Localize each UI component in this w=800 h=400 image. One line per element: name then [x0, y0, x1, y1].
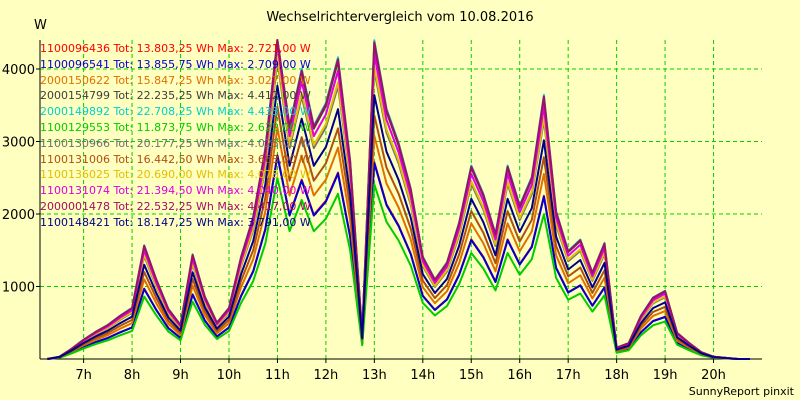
legend-entry-1100131006: 1100131006 Tot: 16.442,50 Wh Max: 3.663,… — [40, 152, 311, 166]
x-tick-label: 12h — [314, 368, 339, 383]
series-line-1100096541 — [47, 155, 750, 360]
x-tick-label: 13h — [362, 368, 387, 383]
x-tick-label: 8h — [124, 368, 141, 383]
footer-credit: SunnyReport pinxit — [688, 385, 794, 398]
legend-entry-2000154799: 2000154799 Tot: 22.235,25 Wh Max: 4.412,… — [40, 89, 311, 103]
x-tick-label: 14h — [410, 368, 435, 383]
y-tick-label: 3000 — [2, 136, 35, 151]
x-tick-label: 19h — [653, 368, 678, 383]
x-tick-label: 20h — [701, 368, 726, 383]
legend-entry-1100148421: 1100148421 Tot: 18.147,25 Wh Max: 3.791,… — [40, 215, 311, 229]
legend-entry-1100130966: 1100130966 Tot: 20.177,25 Wh Max: 4.025,… — [40, 136, 311, 150]
x-tick-label: 17h — [556, 368, 581, 383]
x-tick-label: 11h — [265, 368, 290, 383]
series-line-1100129553 — [47, 177, 750, 360]
y-tick-label: 2000 — [2, 208, 35, 223]
legend-entry-1100131074: 1100131074 Tot: 21.394,50 Wh Max: 4.040,… — [40, 184, 311, 198]
x-tick-label: 18h — [604, 368, 629, 383]
y-tick-label: 4000 — [2, 63, 35, 78]
x-tick-label: 9h — [172, 368, 189, 383]
legend-entry-1100096541: 1100096541 Tot: 13.855,75 Wh Max: 2.709,… — [40, 57, 311, 71]
y-axis-unit: W — [34, 18, 47, 33]
legend-entry-2000149892: 2000149892 Tot: 22.708,25 Wh Max: 4.433,… — [40, 105, 311, 119]
y-tick-label: 1000 — [2, 281, 35, 296]
series-line-1100148421 — [47, 84, 750, 360]
x-tick-label: 10h — [217, 368, 242, 383]
legend: 1100096436 Tot: 13.803,25 Wh Max: 2.721,… — [40, 41, 311, 231]
x-tick-label: 7h — [75, 368, 92, 383]
legend-entry-1100129553: 1100129553 Tot: 11.873,75 Wh Max: 2.622,… — [40, 120, 311, 134]
legend-entry-1100136025: 1100136025 Tot: 20.690,00 Wh Max: 4.078,… — [40, 168, 311, 182]
chart-title: Wechselrichtervergleich vom 10.08.2016 — [266, 10, 534, 25]
series-line-2000001478 — [47, 39, 750, 360]
x-tick-label: 15h — [459, 368, 484, 383]
legend-entry-2000150622: 2000150622 Tot: 15.847,25 Wh Max: 3.027,… — [40, 73, 311, 87]
legend-entry-1100096436: 1100096436 Tot: 13.803,25 Wh Max: 2.721,… — [40, 42, 311, 55]
legend-entry-2000001478: 2000001478 Tot: 22.532,25 Wh Max: 4.417,… — [40, 199, 311, 213]
x-tick-label: 16h — [507, 368, 532, 383]
